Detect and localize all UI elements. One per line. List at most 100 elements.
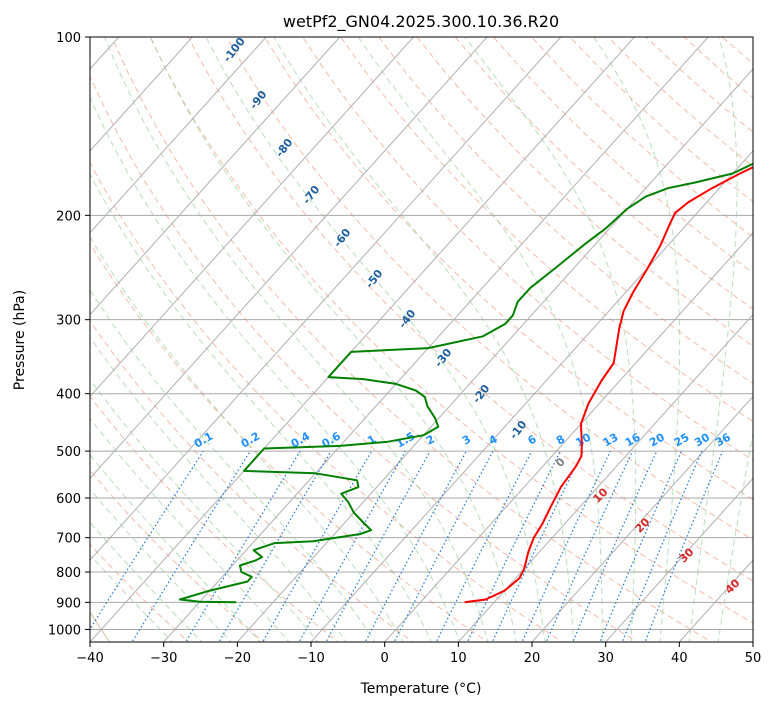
- mixing-ratio-label: 1: [365, 433, 378, 448]
- dewpoint-profile-line: [178, 162, 753, 604]
- moist-adiabat-line: [90, 172, 432, 642]
- x-tick-label: −40: [76, 651, 103, 666]
- dry-adiabat-line: [454, 37, 753, 310]
- dry-adiabat-label: -80: [273, 136, 296, 160]
- y-tick-label: 900: [56, 596, 81, 611]
- y-tick-label: 100: [56, 31, 81, 46]
- isotherm-line: [90, 37, 562, 561]
- mixing-ratio-label: 0.1: [192, 430, 215, 451]
- chart-title: wetPf2_GN04.2025.300.10.36.R20: [283, 12, 559, 32]
- mixing-ratio-line: [185, 450, 301, 642]
- y-tick-label: 700: [56, 532, 81, 547]
- mixing-ratio-line: [545, 450, 634, 642]
- mixing-ratio-line: [599, 450, 682, 642]
- moist-adiabat-line: [90, 453, 261, 642]
- dry-adiabat-label: -30: [432, 346, 455, 370]
- isotherm-line: [604, 477, 753, 642]
- mixing-ratio-label: 3: [460, 433, 473, 448]
- y-tick-label: 200: [56, 209, 81, 224]
- mixing-ratio-line: [521, 450, 611, 642]
- x-tick-label: −20: [224, 651, 251, 666]
- mixing-ratio-label: 20: [647, 430, 667, 449]
- mixing-ratio-line: [572, 450, 658, 642]
- moist-adiabat-line: [593, 37, 681, 642]
- y-axis-title: Pressure (hPa): [12, 290, 28, 390]
- isotherm-line: [90, 37, 636, 642]
- y-tick-label: 400: [56, 388, 81, 403]
- isotherm-line: [457, 313, 753, 642]
- mixing-ratio-label: 0.2: [239, 430, 262, 451]
- moist-adiabat-line: [717, 430, 753, 642]
- dry-adiabat-label: -60: [331, 226, 354, 250]
- dry-adiabat-label: -40: [396, 307, 419, 331]
- moist-adiabat-line: [104, 37, 489, 642]
- dry-adiabat-line: [90, 395, 339, 642]
- dry-adiabat-label: -20: [470, 382, 493, 406]
- mixing-ratio-label: 25: [672, 431, 692, 450]
- mixing-ratio-line: [491, 450, 584, 642]
- x-tick-label: −30: [150, 651, 177, 666]
- mixing-ratio-label: 13: [601, 431, 621, 450]
- isotherm-line: [531, 395, 753, 642]
- moist-adiabat-line: [464, 37, 637, 642]
- contour-labels: 0.1 0.2 0.4 0.6 1 1.5 2 3 4 6 8 10 13 16 20 25 30 36-100-…: [192, 35, 743, 597]
- isotherm-line: [90, 37, 488, 480]
- dry-adiabat-line: [264, 37, 753, 501]
- moist-adiabat-label: 30: [677, 545, 697, 565]
- dry-adiabat-line: [340, 37, 753, 423]
- mixing-ratio-line: [393, 450, 494, 642]
- isotherm-line: [90, 37, 194, 152]
- series-layer: [178, 162, 753, 604]
- dry-adiabat-line: [531, 37, 753, 238]
- x-tick-label: 20: [524, 651, 541, 666]
- x-tick-label: 40: [671, 651, 688, 666]
- y-tick-label: 1000: [48, 623, 81, 638]
- y-axis: 100 200 300 400 500 600 700 800 900 1000: [48, 31, 90, 638]
- background-lines: [90, 37, 775, 644]
- mixing-ratio-label: 6: [525, 432, 538, 447]
- dry-adiabat-line: [302, 37, 753, 461]
- isotherm-line: [383, 231, 753, 642]
- mixing-ratio-label: 10: [573, 430, 593, 449]
- dry-adiabat-line: [90, 469, 265, 642]
- mixing-ratio-label: 16: [623, 430, 643, 449]
- moist-adiabat-line: [90, 235, 404, 642]
- x-tick-label: 0: [381, 651, 389, 666]
- y-tick-label: 500: [56, 445, 81, 460]
- mixing-ratio-label: 8: [554, 433, 567, 448]
- isotherm-line: [90, 37, 267, 234]
- dry-adiabat-line: [90, 320, 414, 642]
- dry-adiabat-line: [645, 37, 753, 133]
- dry-adiabat-line: [111, 37, 713, 642]
- temperature-profile-line: [464, 166, 753, 604]
- dry-adiabat-line: [761, 37, 775, 644]
- mixing-ratio-line: [364, 450, 467, 642]
- isotherm-line: [310, 150, 753, 642]
- plot-frame: [89, 36, 754, 643]
- moist-adiabat-line: [90, 336, 347, 642]
- dry-adiabat-label: -100: [221, 35, 248, 65]
- y-tick-label: 600: [56, 492, 81, 507]
- isotherm-line: [90, 37, 341, 316]
- dry-adiabat-line: [90, 75, 638, 642]
- mixing-ratio-line: [90, 450, 204, 631]
- x-axis: −40 −30 −20 −10 0 10 20 30 40 50: [76, 642, 761, 666]
- isotherm-line: [752, 641, 753, 642]
- y-tick-label: 800: [56, 566, 81, 581]
- dry-adiabat-label: -70: [300, 183, 323, 207]
- x-axis-title: Temperature (°C): [360, 681, 482, 697]
- dry-adiabat-line: [378, 37, 753, 385]
- moist-adiabat-label: 10: [591, 485, 611, 505]
- dry-adiabat-label: -90: [247, 88, 270, 112]
- mixing-ratio-line: [621, 450, 703, 642]
- moist-adiabat-line: [90, 417, 290, 642]
- isotherm-line: [236, 68, 753, 642]
- isotherm-line: [90, 37, 415, 398]
- x-tick-label: 10: [450, 651, 467, 666]
- x-tick-label: 50: [745, 651, 762, 666]
- moist-adiabat-line: [90, 521, 203, 642]
- mixing-ratio-line: [466, 450, 561, 642]
- isotherm-line: [162, 37, 709, 642]
- dry-adiabat-line: [416, 37, 753, 347]
